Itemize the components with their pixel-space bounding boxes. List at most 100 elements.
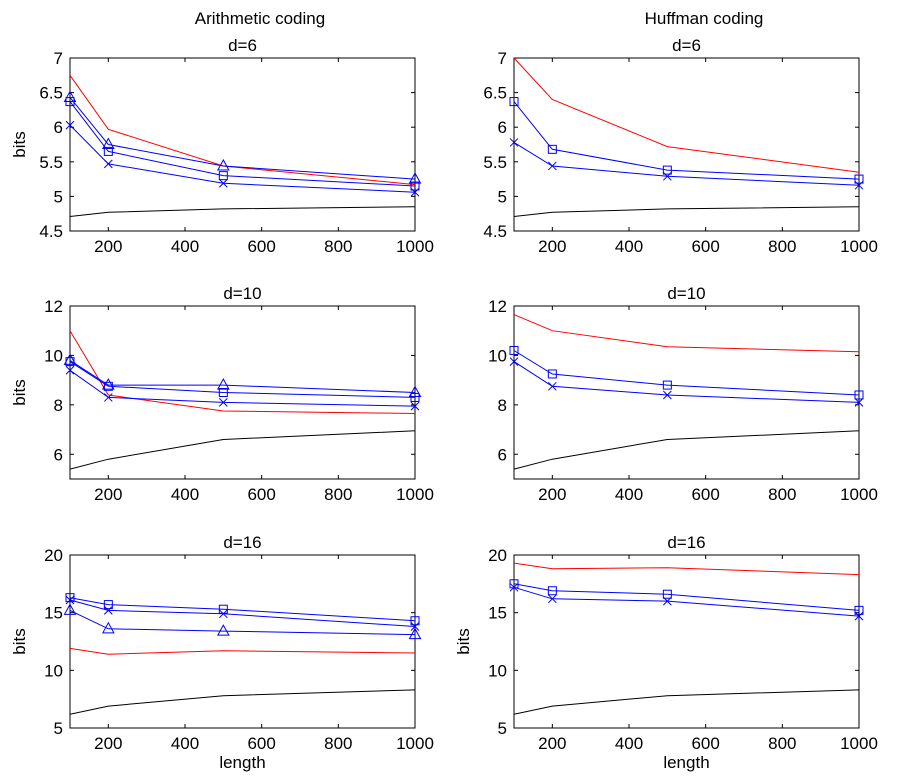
x-point [854,398,864,407]
y-tick-label: 10 [488,346,507,365]
x-tick-label: 800 [324,485,352,504]
square-point [662,165,672,175]
series-line-2 [69,359,416,393]
square-point [854,605,864,615]
series-line-2 [513,350,860,396]
x-tick-label: 600 [247,237,275,256]
panels: d=6 200 400 600 800 1000 4.5 5 5.5 6 6.5 7 bits d=6 20… [10,36,878,772]
y-tick-label: 4.5 [39,222,63,241]
triangle-point [63,603,77,615]
x-tick-label: 600 [247,734,275,753]
y-axis-label: bits [454,628,473,654]
y-axis-label: bits [10,628,29,654]
chart-panel-5: d=16 200 400 600 800 1000 5 10 15 20 bits length [10,533,434,772]
x-tick-label: 600 [247,485,275,504]
y-tick-label: 20 [44,546,63,565]
y-tick-label: 4.5 [483,222,507,241]
triangle-point [408,627,422,640]
y-tick-label: 5 [498,719,507,738]
x-tick-label: 200 [94,734,122,753]
series-line-1 [513,562,860,576]
square-point [65,593,75,603]
triangle-point [408,385,422,397]
series-line-1 [69,330,416,414]
x-point [218,609,228,619]
y-axis-label: bits [10,379,29,405]
series-line-1 [69,75,416,186]
x-point [854,180,864,190]
panel-title: d=10 [667,284,705,303]
y-tick-label: 6 [54,118,63,137]
x-tick-label: 800 [324,237,352,256]
x-tick-label: 800 [768,485,796,504]
series-line-3 [513,361,860,403]
series-line-2 [513,583,860,611]
x-axis-label: length [663,753,709,772]
x-point [410,187,420,197]
x-point [662,390,672,400]
y-tick-label: 10 [44,661,63,680]
y-tick-label: 5 [498,187,507,206]
plot-frame [69,57,416,232]
square-point [410,616,420,626]
y-tick-label: 7 [54,49,63,68]
series-line-2 [69,97,416,180]
chart-panel-6: d=16 200 400 600 800 1000 5 10 15 20 bits length [454,533,878,772]
square-point [65,97,75,107]
x-tick-label: 400 [615,485,643,504]
square-point [103,146,113,156]
series-line-5 [69,206,416,217]
x-tick-label: 200 [538,237,566,256]
x-point [65,595,75,605]
y-tick-label: 5.5 [39,153,63,172]
series-line-2 [69,597,416,622]
series-line-1 [513,314,860,353]
square-point [509,345,519,355]
x-tick-label: 1000 [840,485,878,504]
square-point [547,369,557,379]
y-tick-label: 5 [54,719,63,738]
square-point [103,600,113,610]
square-point [218,171,228,181]
column-title-huffman: Huffman coding [645,9,764,28]
x-tick-label: 200 [94,237,122,256]
triangle-point [101,137,115,149]
panel-title: d=16 [223,533,261,552]
square-point [65,357,75,367]
square-point [662,380,672,390]
x-point [509,357,519,366]
x-point [547,594,557,604]
y-tick-label: 7 [498,49,507,68]
series-line-4 [513,206,860,217]
panel-title: d=10 [223,284,261,303]
series-line-1 [69,647,416,655]
series-line-3 [69,101,416,187]
series-line-4 [513,430,860,470]
chart-panel-3: d=10 200 400 600 800 1000 6 8 10 12 bits [10,284,434,504]
square-point [662,589,672,599]
square-point [509,97,519,107]
triangle-point [101,621,115,634]
y-tick-label: 6.5 [39,84,63,103]
x-tick-label: 200 [538,734,566,753]
y-tick-label: 12 [488,297,507,316]
y-tick-label: 15 [44,604,63,623]
x-point [103,606,113,615]
series-line-4 [69,369,416,407]
panel-title: d=16 [667,533,705,552]
triangle-point [63,353,77,365]
triangle-point [63,90,77,102]
y-tick-label: 10 [44,346,63,365]
chart-panel-1: d=6 200 400 600 800 1000 4.5 5 5.5 6 6.5 7 bits [10,36,434,256]
x-point [218,398,228,407]
x-tick-label: 800 [768,237,796,256]
square-point [218,388,228,397]
y-tick-label: 6 [54,445,63,464]
series-line-3 [69,599,416,627]
x-point [410,622,420,631]
chart-panel-4: d=10 200 400 600 800 1000 6 8 10 12 [488,284,878,504]
x-tick-label: 400 [615,734,643,753]
square-point [854,174,864,184]
square-point [854,390,864,400]
series-line-5 [69,430,416,470]
